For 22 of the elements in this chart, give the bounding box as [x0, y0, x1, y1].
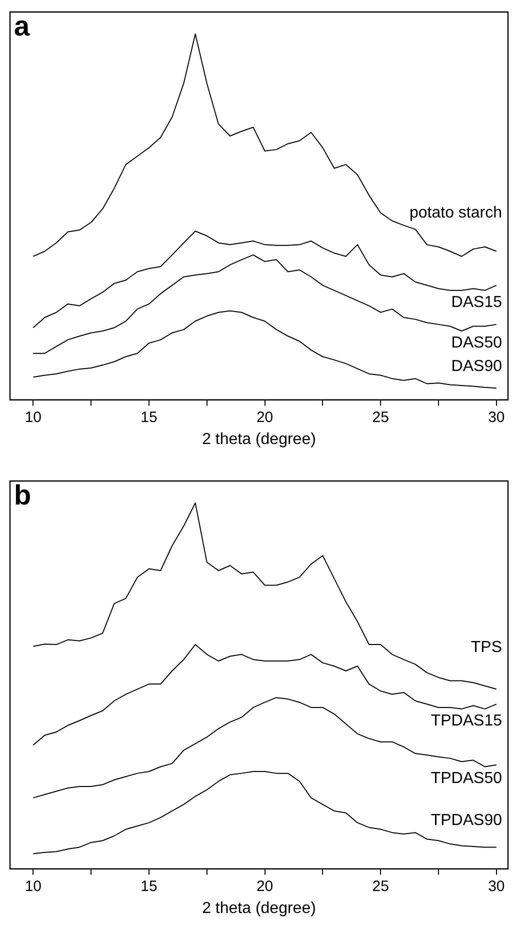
series-label: DAS15: [451, 294, 502, 311]
x-tick-label: 20: [256, 878, 274, 895]
x-tick-label: 15: [140, 408, 158, 426]
chart-title: a: [14, 10, 30, 42]
series-label: DAS50: [451, 334, 502, 352]
series-label: potato starch: [410, 204, 502, 222]
series-label: TPDAS50: [430, 770, 502, 788]
x-tick-label: 30: [488, 878, 505, 895]
x-tick-label: 25: [372, 408, 389, 426]
series-label: TPDAS15: [430, 712, 502, 730]
x-tick-label: 15: [140, 878, 158, 895]
chart-title: b: [14, 480, 32, 511]
x-tick-label: 25: [372, 878, 389, 895]
series-label: TPDAS90: [430, 812, 502, 829]
series-label: DAS90: [451, 358, 502, 375]
x-tick-label: 20: [256, 408, 274, 426]
x-tick-label: 30: [488, 408, 505, 426]
x-tick-label: 10: [24, 408, 42, 426]
x-axis-title: 2 theta (degree): [202, 900, 316, 917]
x-tick-label: 10: [24, 878, 42, 895]
x-axis-title: 2 theta (degree): [202, 430, 316, 448]
series-label: TPS: [470, 638, 502, 656]
